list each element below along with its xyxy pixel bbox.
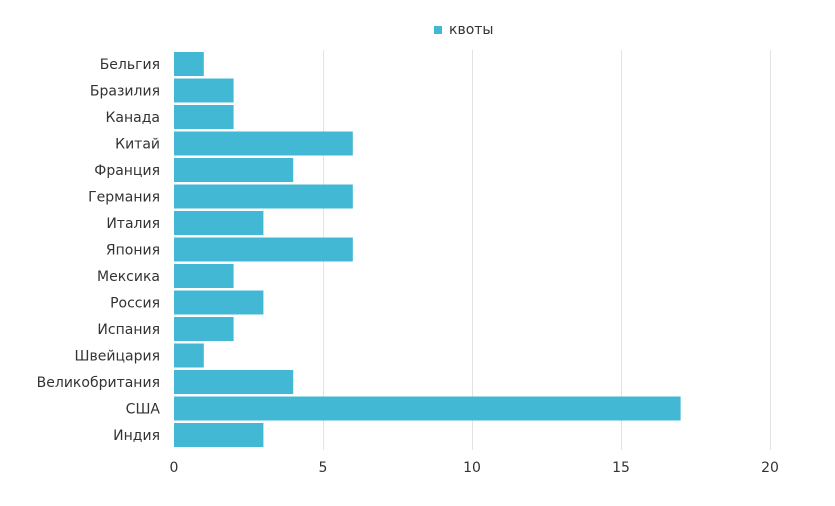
legend-label: квоты [449, 22, 494, 38]
category-label: Канада [105, 110, 160, 126]
legend: квоты [434, 22, 493, 38]
category-label: Италия [106, 216, 160, 232]
bar[interactable] [174, 343, 204, 368]
bar[interactable] [174, 52, 204, 76]
x-tick-label: 20 [761, 460, 779, 476]
category-label: Швейцария [75, 349, 160, 365]
x-tick-label: 15 [612, 460, 630, 476]
bar[interactable] [174, 158, 294, 182]
bar[interactable] [174, 131, 353, 156]
category-label: Мексика [97, 269, 160, 285]
category-label: Испания [97, 322, 160, 338]
category-label: Индия [113, 428, 160, 444]
category-label: Китай [115, 137, 160, 153]
x-tick-label: 0 [170, 460, 179, 476]
category-label: Бельгия [100, 57, 160, 73]
bar[interactable] [174, 290, 264, 315]
bar[interactable] [174, 78, 234, 103]
category-label: Япония [106, 243, 160, 259]
bar[interactable] [174, 211, 264, 235]
grid-lines [323, 50, 771, 450]
category-label: Франция [94, 163, 160, 179]
category-label: США [126, 402, 161, 418]
bar[interactable] [174, 317, 234, 341]
bar[interactable] [174, 105, 234, 129]
bars [174, 52, 681, 447]
category-labels: Бельгия Бразилия Канада Китай Франция Германи… [37, 57, 161, 444]
bar[interactable] [174, 237, 353, 262]
category-label: Германия [88, 190, 160, 206]
category-label: Бразилия [90, 84, 160, 100]
legend-swatch [434, 26, 442, 34]
category-label: Россия [110, 296, 160, 312]
category-label: Великобритания [37, 375, 160, 391]
x-tick-label: 5 [319, 460, 328, 476]
x-axis-tick-labels: 0 5 10 15 20 [170, 460, 779, 476]
bar[interactable] [174, 370, 294, 394]
bar[interactable] [174, 184, 353, 209]
x-tick-label: 10 [463, 460, 481, 476]
bar[interactable] [174, 396, 681, 421]
bar[interactable] [174, 264, 234, 288]
bar[interactable] [174, 423, 264, 447]
